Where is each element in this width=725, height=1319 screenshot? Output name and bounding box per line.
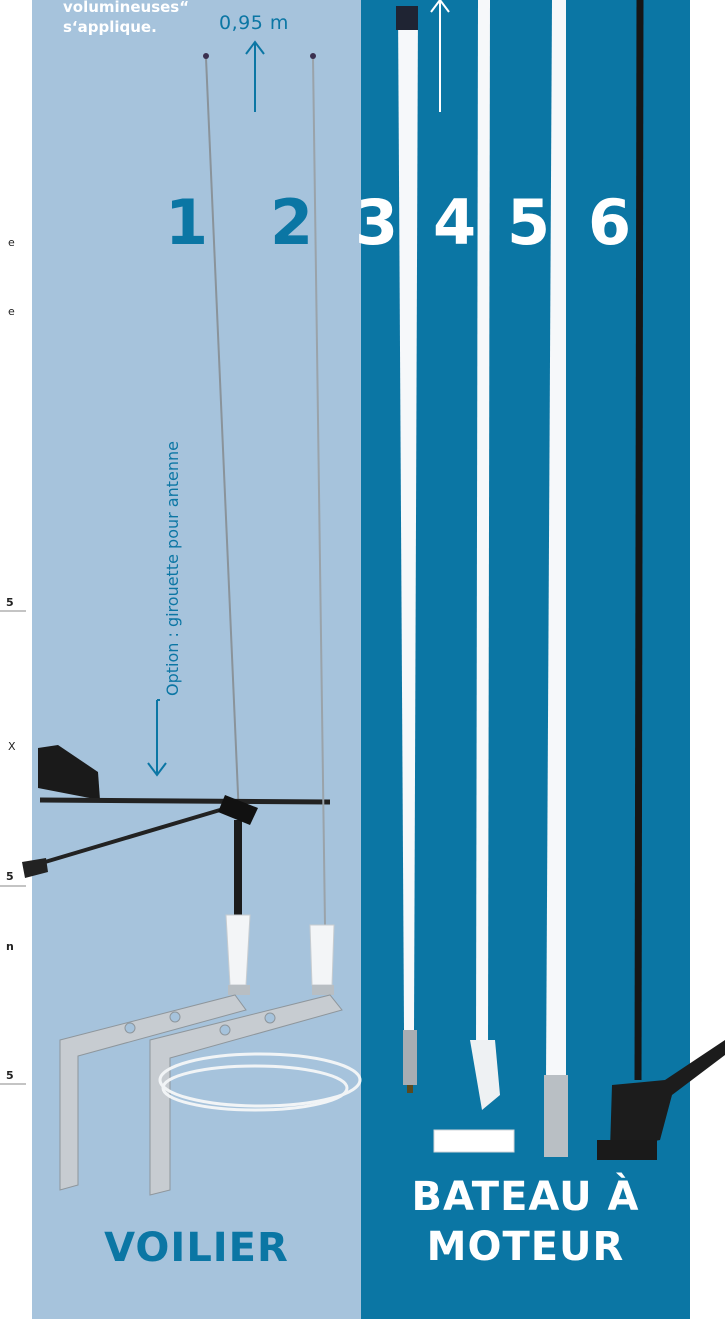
antenna-number-5: 5 bbox=[507, 186, 551, 259]
antenna-1-icon bbox=[203, 53, 251, 995]
right-margin bbox=[690, 0, 725, 1319]
antenna-4-icon bbox=[433, 0, 515, 1153]
measure-label: 0,95 m bbox=[219, 12, 289, 34]
motorboat-title-line-1: BATEAU À bbox=[411, 1174, 640, 1220]
edge-fragment: X bbox=[8, 740, 16, 753]
section-title-sailboat: VOILIER bbox=[104, 1225, 289, 1271]
mounting-bracket-icon bbox=[59, 994, 343, 1196]
edge-fragment: e bbox=[8, 305, 15, 318]
note-line-1: volumineuses“ bbox=[63, 0, 190, 16]
motorboat-title-line-2: MOTEUR bbox=[426, 1224, 625, 1270]
antenna-2-icon bbox=[309, 53, 335, 995]
antenna-3-icon bbox=[396, 6, 418, 1093]
antenna-6-icon bbox=[597, 0, 725, 1160]
option-label: Option : girouette pour antenne bbox=[163, 441, 182, 696]
cable-coil-icon bbox=[158, 1052, 362, 1112]
option-arrow-icon bbox=[147, 700, 167, 777]
wind-vane-icon bbox=[22, 745, 331, 878]
edge-fragment: 5 bbox=[6, 1069, 14, 1082]
edge-fragment: 5 bbox=[6, 596, 14, 609]
section-title-motorboat: BATEAU À MOTEUR bbox=[361, 1172, 690, 1272]
measure-arrow-icon bbox=[245, 40, 265, 112]
antenna-number-3: 3 bbox=[355, 186, 399, 259]
edge-fragment: n bbox=[6, 940, 14, 953]
height-arrow-icon bbox=[430, 0, 450, 112]
edge-fragment: 5 bbox=[6, 870, 14, 883]
note-line-2: s‘applique. bbox=[63, 18, 157, 36]
note-text: volumineuses“ s‘applique. bbox=[63, 0, 223, 37]
edge-fragment: e bbox=[8, 236, 15, 249]
antenna-number-2: 2 bbox=[270, 186, 314, 259]
antenna-number-6: 6 bbox=[588, 186, 632, 259]
antenna-5-icon bbox=[544, 0, 568, 1157]
antenna-number-4: 4 bbox=[433, 186, 477, 259]
antenna-number-1: 1 bbox=[165, 186, 209, 259]
